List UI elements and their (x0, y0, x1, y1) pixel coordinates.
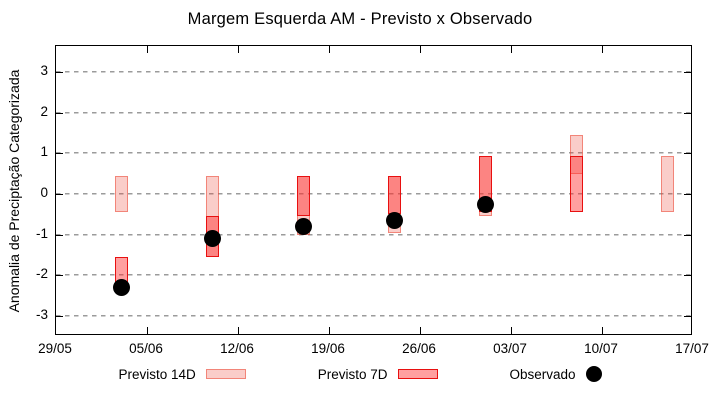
legend-label-observado: Observado (509, 366, 576, 382)
grid-line (56, 111, 691, 114)
y-tick-label: 1 (40, 144, 48, 160)
bar-previsto-14d (114, 175, 128, 213)
y-tick-mark (684, 315, 691, 317)
y-tick-label: -1 (35, 225, 48, 241)
y-tick-label: -2 (35, 266, 48, 282)
x-tick-label: 10/07 (584, 341, 618, 356)
x-tick-label: 26/06 (402, 341, 436, 356)
bar-previsto-7d (296, 175, 310, 217)
plot-area (55, 45, 692, 335)
y-tick-mark (684, 72, 691, 74)
x-tick-mark (238, 327, 239, 334)
bar-previsto-7d (569, 155, 583, 213)
x-tick-mark (420, 46, 421, 53)
legend-item-previsto-14d: Previsto 14D (118, 366, 246, 382)
legend: Previsto 14D Previsto 7D Observado (0, 366, 720, 382)
y-tick-mark (56, 72, 63, 74)
grid-line (56, 274, 691, 277)
y-tick-mark (684, 194, 691, 196)
x-tick-mark (147, 46, 148, 53)
x-tick-label: 05/06 (129, 341, 163, 356)
y-tick-mark (684, 234, 691, 236)
x-tick-mark (329, 327, 330, 334)
observado-dot (112, 278, 130, 296)
observado-dot (476, 195, 494, 213)
y-tick-mark (56, 112, 63, 114)
y-tick-mark (684, 153, 691, 155)
legend-item-previsto-7d: Previsto 7D (318, 367, 438, 382)
x-tick-mark (238, 46, 239, 53)
y-tick-mark (56, 234, 63, 236)
grid-line (56, 71, 691, 74)
x-tick-label: 03/07 (493, 341, 527, 356)
y-tick-mark (684, 112, 691, 114)
observado-dot (385, 211, 403, 229)
bar-previsto-14d (569, 135, 583, 174)
y-tick-label: 0 (40, 185, 48, 201)
chart-title: Margem Esquerda AM - Previsto x Observad… (187, 10, 533, 28)
y-tick-label: 3 (40, 63, 48, 79)
y-tick-mark (56, 315, 63, 317)
grid-line (56, 193, 691, 196)
x-tick-mark (602, 327, 603, 334)
y-tick-mark (56, 194, 63, 196)
legend-swatch-previsto-14d-icon (205, 369, 246, 379)
x-tick-mark (420, 327, 421, 334)
legend-swatch-previsto-7d-icon (397, 369, 438, 379)
legend-label-previsto-14d: Previsto 14D (118, 366, 196, 382)
grid-line (56, 152, 691, 155)
y-tick-mark (56, 275, 63, 277)
y-tick-mark (684, 275, 691, 277)
x-tick-mark (602, 46, 603, 53)
legend-label-previsto-7d: Previsto 7D (317, 366, 388, 382)
x-tick-label: 29/05 (38, 341, 72, 356)
legend-observado-dot-icon (585, 366, 602, 382)
x-tick-label: 17/07 (675, 341, 709, 356)
bar-previsto-7d (387, 175, 401, 215)
y-tick-mark (56, 153, 63, 155)
x-tick-mark (511, 327, 512, 334)
observado-dot (203, 230, 221, 248)
observado-dot (294, 217, 312, 235)
x-tick-label: 19/06 (311, 341, 345, 356)
y-tick-label: 2 (40, 103, 48, 119)
grid-line (56, 233, 691, 236)
x-tick-mark (511, 46, 512, 53)
x-tick-mark (329, 46, 330, 53)
bar-previsto-14d (660, 155, 674, 213)
grid-line (56, 314, 691, 317)
x-tick-mark (147, 327, 148, 334)
legend-item-observado: Observado (510, 366, 602, 382)
x-tick-label: 12/06 (220, 341, 254, 356)
y-tick-label: -3 (35, 306, 48, 322)
